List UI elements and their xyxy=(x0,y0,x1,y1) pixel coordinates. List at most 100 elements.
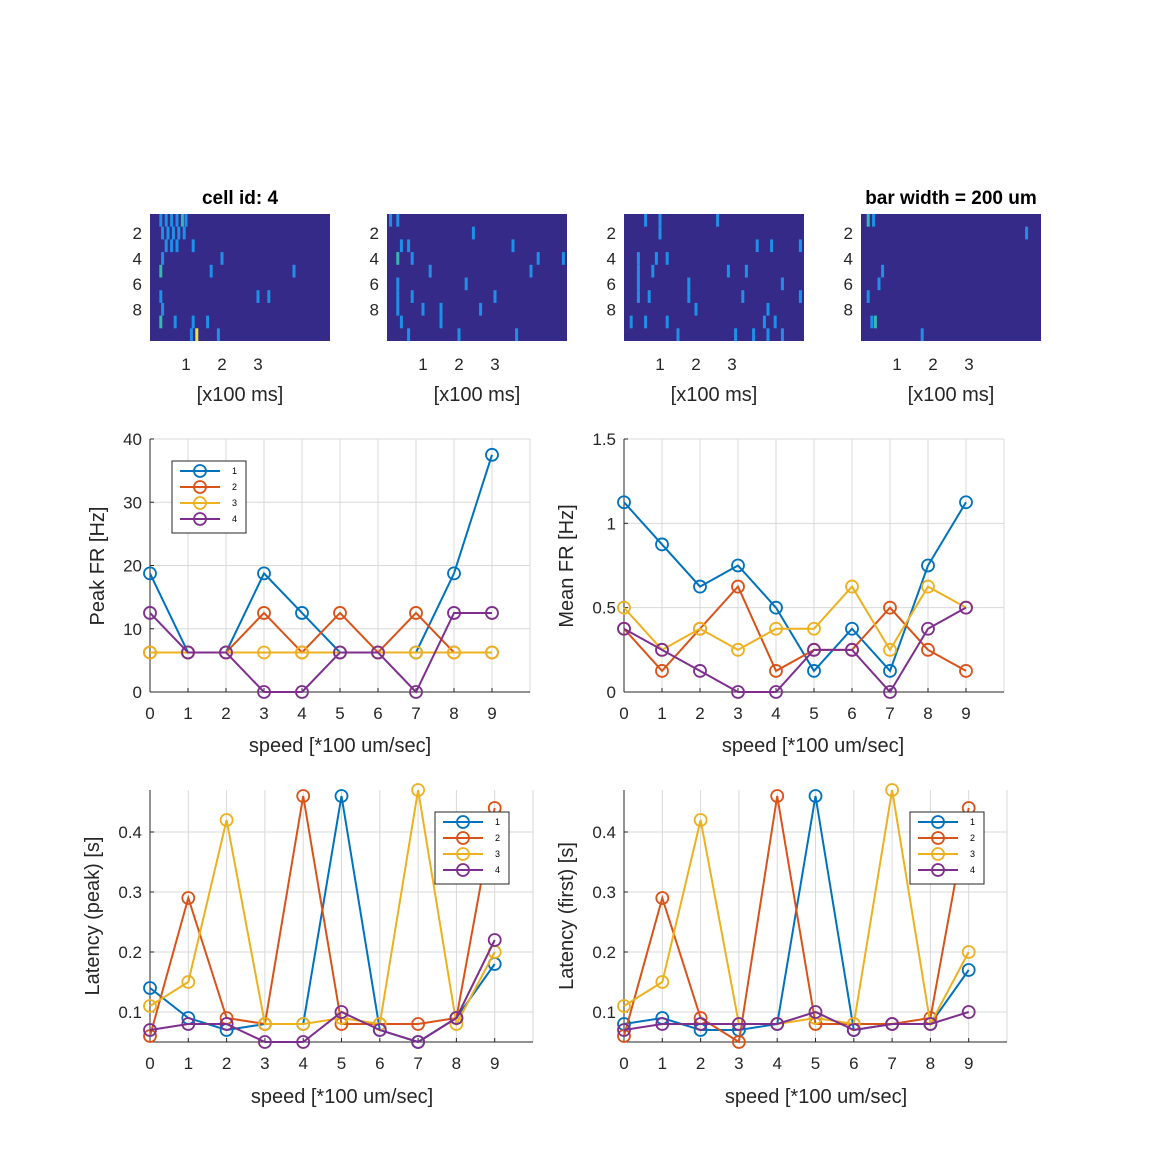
raster-event xyxy=(166,226,170,240)
y-tick-label: 2 xyxy=(370,224,379,243)
raster-event xyxy=(396,214,400,227)
data-point xyxy=(885,1017,899,1031)
raster-panel-2: [x100 ms] 1 2 3 2 4 6 8 xyxy=(370,214,567,406)
x-tick-label: 4 xyxy=(297,704,306,723)
series-line-4 xyxy=(149,611,492,694)
data-point xyxy=(693,1017,708,1031)
raster-event xyxy=(780,328,784,341)
y-tick-label: 6 xyxy=(370,275,379,294)
raster-event xyxy=(872,214,876,227)
raster-event xyxy=(159,264,163,278)
raster-event xyxy=(734,328,738,341)
raster-event xyxy=(644,315,648,329)
raster-xlabel: [x100 ms] xyxy=(908,384,995,406)
x-tick-label: 2 xyxy=(691,355,700,374)
latency-peak-chart: speed [*100 um/sec] Latency (peak) [s] 0… xyxy=(82,783,534,1108)
raster-title: cell id: 4 xyxy=(202,188,278,209)
data-point xyxy=(921,558,935,573)
y-tick-label: 8 xyxy=(607,300,616,319)
raster-event xyxy=(536,252,540,265)
data-point xyxy=(845,579,859,594)
data-point xyxy=(617,1023,631,1037)
y-axis-label: Mean FR [Hz] xyxy=(556,504,578,627)
raster-event xyxy=(877,277,881,291)
data-point xyxy=(731,579,745,594)
peak-fr-chart: speed [*100 um/sec] Peak FR [Hz] 0 1 2 3 4 5 6… xyxy=(87,430,531,757)
x-tick-label: 6 xyxy=(375,1054,384,1073)
data-point xyxy=(769,685,783,699)
x-tick-label: 1 xyxy=(658,1054,667,1073)
legend-label: 1 xyxy=(970,817,975,827)
data-point xyxy=(923,1017,938,1031)
raster-event xyxy=(529,264,533,278)
x-tick-label: 3 xyxy=(727,355,736,374)
legend-label: 1 xyxy=(495,817,500,827)
raster-event xyxy=(171,226,175,240)
raster-event xyxy=(439,315,443,329)
raster-event xyxy=(410,252,414,265)
data-point xyxy=(143,566,157,581)
data-point xyxy=(655,537,669,552)
series-line-4 xyxy=(623,1010,969,1032)
data-point xyxy=(296,789,311,803)
raster-event xyxy=(191,239,195,253)
raster-event xyxy=(881,264,885,278)
data-point xyxy=(411,783,426,797)
legend-label: 3 xyxy=(232,498,237,508)
y-tick-label: 2 xyxy=(133,224,142,243)
data-point xyxy=(617,600,631,615)
x-tick-label: 6 xyxy=(847,704,856,723)
x-axis-label: speed [*100 um/sec] xyxy=(251,1086,433,1108)
series-group xyxy=(617,783,976,1049)
legend-box xyxy=(171,460,247,534)
y-tick-label: 0.3 xyxy=(118,883,142,902)
y-tick-label: 6 xyxy=(844,275,853,294)
x-axis-label: speed [*100 um/sec] xyxy=(249,735,431,757)
data-point xyxy=(655,975,670,989)
data-point xyxy=(655,664,669,678)
data-point xyxy=(485,447,499,462)
data-point xyxy=(769,621,783,636)
raster-event xyxy=(267,290,271,303)
raster-event xyxy=(170,239,174,253)
x-tick-label: 5 xyxy=(335,704,344,723)
raster-event xyxy=(191,315,195,329)
y-tick-label: 4 xyxy=(607,249,616,268)
data-point xyxy=(617,621,631,636)
raster-event xyxy=(479,302,483,316)
raster-xlabel: [x100 ms] xyxy=(434,384,521,406)
data-point xyxy=(219,1017,234,1031)
x-tick-label: 5 xyxy=(337,1054,346,1073)
raster-event xyxy=(873,315,877,329)
raster-event xyxy=(755,239,759,253)
y-tick-label: 4 xyxy=(844,249,853,268)
raster-event xyxy=(694,302,698,316)
raster-event xyxy=(195,328,199,341)
x-tick-label: 0 xyxy=(619,1054,628,1073)
data-point xyxy=(257,606,271,620)
x-tick-label: 4 xyxy=(298,1054,307,1073)
raster-event xyxy=(866,290,870,303)
raster-event xyxy=(407,328,411,341)
raster-event xyxy=(515,328,519,341)
series-line-2 xyxy=(149,795,496,1037)
data-point xyxy=(731,642,745,657)
x-tick-label: 8 xyxy=(926,1054,935,1073)
data-point xyxy=(447,566,461,581)
raster-event xyxy=(726,264,730,278)
raster-event xyxy=(741,290,745,303)
data-point xyxy=(808,789,823,803)
x-axis-label: speed [*100 um/sec] xyxy=(725,1086,907,1108)
data-point xyxy=(731,558,745,573)
legend-label: 4 xyxy=(495,865,500,875)
x-tick-label: 9 xyxy=(490,1054,499,1073)
data-point xyxy=(883,600,897,615)
y-tick-label: 2 xyxy=(844,224,853,243)
y-tick-label: 8 xyxy=(844,300,853,319)
data-point xyxy=(333,606,347,620)
raster-event xyxy=(1025,226,1029,240)
data-point xyxy=(143,981,157,995)
legend: 1 2 3 4 xyxy=(909,811,985,885)
data-point xyxy=(617,495,631,510)
